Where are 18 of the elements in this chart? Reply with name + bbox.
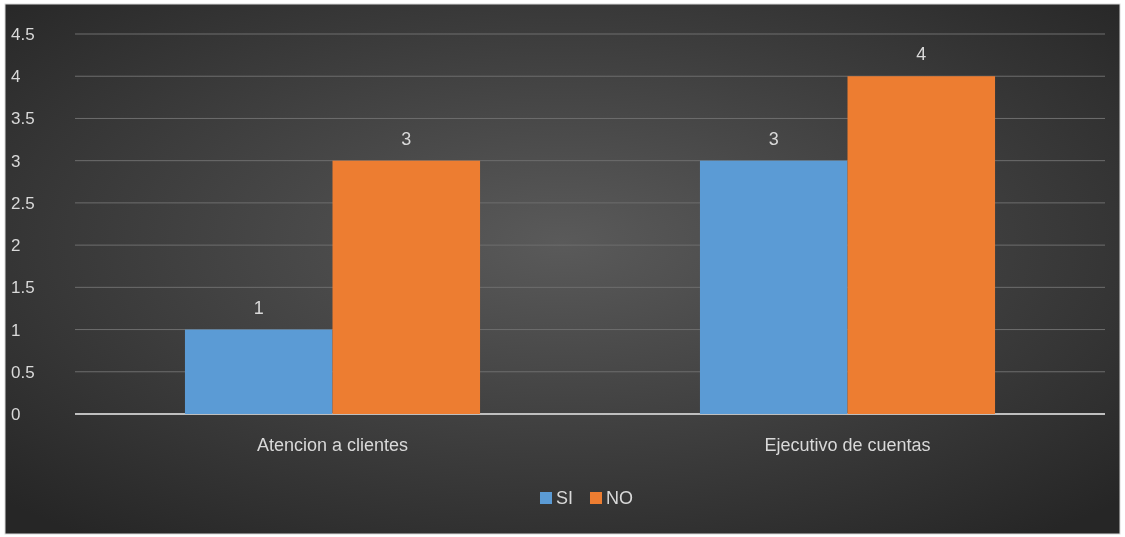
data-label: 4 [916, 44, 927, 65]
data-label: 3 [768, 128, 779, 149]
y-tick-label: 1 [11, 320, 21, 340]
y-tick-label: 2 [11, 236, 21, 256]
x-tick-label: Atencion a clientes [256, 434, 409, 455]
legend-label: SI [556, 488, 574, 508]
y-tick-label: 3 [11, 151, 21, 171]
data-label: 3 [401, 128, 412, 149]
y-tick-label: 0.5 [11, 362, 35, 382]
y-tick-label: 4 [11, 67, 21, 87]
y-tick-label: 4.5 [11, 24, 35, 44]
legend-label: NO [606, 488, 633, 508]
y-tick-label: 2.5 [11, 193, 35, 213]
y-tick-label: 3.5 [11, 109, 35, 129]
y-tick-label: 0 [11, 404, 21, 424]
y-tick-label: 1.5 [11, 278, 35, 298]
data-label: 1 [253, 297, 264, 318]
x-tick-label: Ejecutivo de cuentas [764, 434, 931, 455]
